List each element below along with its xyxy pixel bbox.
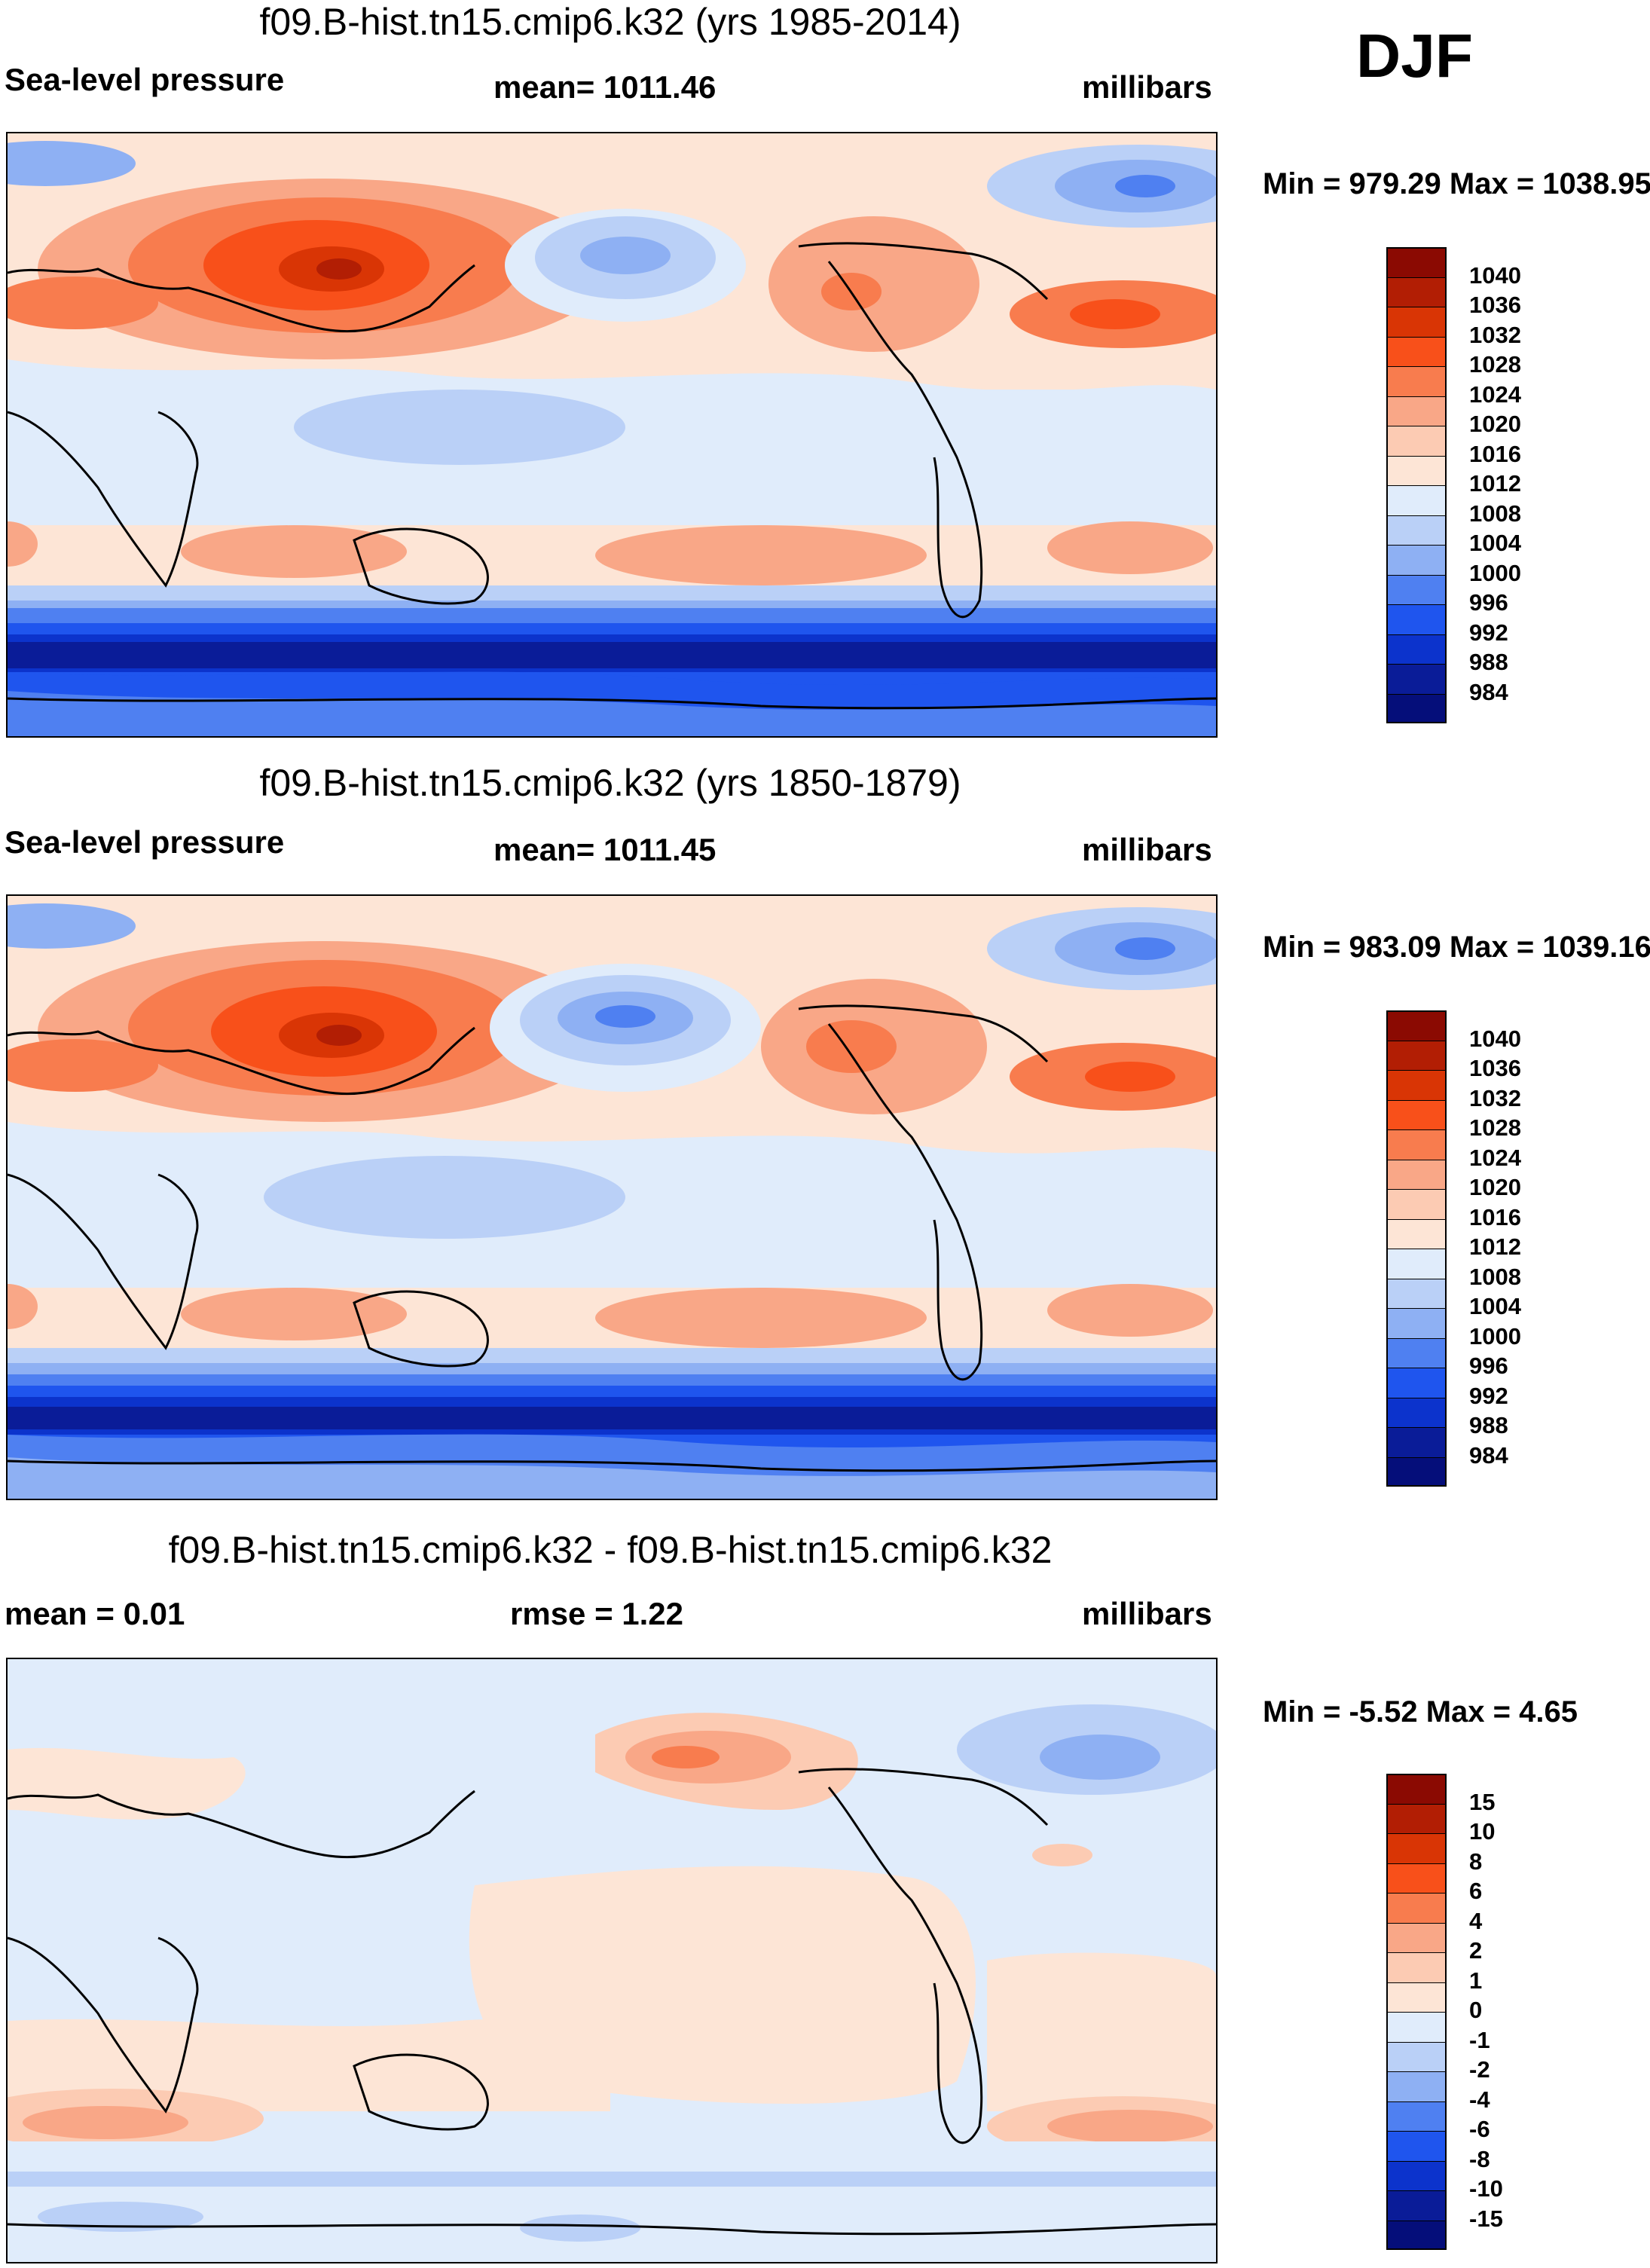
- cb2-label: 1016: [1469, 1204, 1521, 1230]
- cb1-label: 1012: [1469, 470, 1521, 497]
- panel-3-mean: mean = 0.01: [5, 1596, 185, 1631]
- panel-3-title: f09.B-hist.tn15.cmip6.k32 - f09.B-hist.t…: [168, 1529, 1053, 1571]
- panel-1-left-label: Sea-level pressure: [5, 62, 285, 97]
- panel-3-rmse: rmse = 1.22: [510, 1596, 684, 1631]
- panel-2-colorbar-frame: [1386, 1010, 1447, 1487]
- cb1-label: 1028: [1469, 351, 1521, 377]
- cb3-label: -4: [1469, 2086, 1490, 2113]
- season-label: DJF: [1356, 22, 1473, 90]
- panel-3-units: millibars: [1082, 1596, 1212, 1631]
- cb3-label: 0: [1469, 1997, 1483, 2023]
- panel-1-minmax: Min = 979.29 Max = 1038.95: [1263, 167, 1650, 200]
- panel-2-left-label: Sea-level pressure: [5, 824, 285, 860]
- cb1-label: 996: [1469, 589, 1508, 616]
- cb2-label: 1040: [1469, 1025, 1521, 1052]
- cb3-label: 6: [1469, 1878, 1483, 1904]
- cb3-label: -1: [1469, 2027, 1490, 2053]
- cb2-label: 984: [1469, 1442, 1508, 1469]
- panel-2-minmax: Min = 983.09 Max = 1039.16: [1263, 931, 1650, 964]
- cb2-label: 996: [1469, 1353, 1508, 1379]
- panel-1-colorbar: [1386, 247, 1447, 723]
- cb2-label: 1028: [1469, 1114, 1521, 1141]
- panel-1-mean: mean= 1011.46: [493, 69, 717, 105]
- cb2-label: 1000: [1469, 1323, 1521, 1349]
- cb2-label: 1008: [1469, 1264, 1521, 1290]
- panel-3-minmax: Min = -5.52 Max = 4.65: [1263, 1695, 1578, 1729]
- cb1-label: 992: [1469, 619, 1508, 646]
- cb1-label: 1004: [1469, 530, 1521, 556]
- cb1-label: 1016: [1469, 441, 1521, 467]
- panel-2-mean: mean= 1011.45: [493, 832, 717, 867]
- cb3-label: -10: [1469, 2175, 1503, 2202]
- cb3-label: -8: [1469, 2146, 1490, 2172]
- panel-1-colorbar-frame: [1386, 247, 1447, 723]
- cb3-label: 8: [1469, 1848, 1483, 1875]
- cb1-label: 1036: [1469, 292, 1521, 318]
- panel-2-map: [6, 894, 1218, 1500]
- panel-1-units: millibars: [1082, 69, 1212, 105]
- panel-1-map: [6, 132, 1218, 738]
- cb1-label: 1008: [1469, 500, 1521, 527]
- panel-2-colorbar: [1386, 1010, 1447, 1487]
- cb2-label: 1036: [1469, 1055, 1521, 1081]
- panel-1-title: f09.B-hist.tn15.cmip6.k32 (yrs 1985-2014…: [259, 1, 961, 43]
- cb2-label: 1032: [1469, 1085, 1521, 1111]
- cb1-label: 1040: [1469, 262, 1521, 289]
- panel-2-units: millibars: [1082, 832, 1212, 867]
- cb3-label: 15: [1469, 1789, 1496, 1815]
- panel-3-colorbar-frame: [1386, 1774, 1447, 2250]
- cb3-label: -15: [1469, 2205, 1503, 2232]
- cb3-label: -6: [1469, 2116, 1490, 2142]
- cb3-label: 4: [1469, 1908, 1483, 1934]
- cb1-label: 1032: [1469, 322, 1521, 348]
- cb3-label: -2: [1469, 2056, 1490, 2083]
- panel-2-title: f09.B-hist.tn15.cmip6.k32 (yrs 1850-1879…: [259, 762, 961, 804]
- cb2-label: 1024: [1469, 1145, 1521, 1171]
- cb2-label: 1012: [1469, 1233, 1521, 1260]
- cb2-label: 988: [1469, 1412, 1508, 1438]
- cb2-label: 992: [1469, 1383, 1508, 1409]
- cb2-label: 1004: [1469, 1293, 1521, 1319]
- cb1-label: 1020: [1469, 411, 1521, 437]
- cb1-label: 1000: [1469, 560, 1521, 586]
- cb3-label: 2: [1469, 1937, 1483, 1964]
- panel-3-map: [6, 1658, 1218, 2263]
- cb1-label: 1024: [1469, 381, 1521, 408]
- panel-3-colorbar: [1386, 1774, 1447, 2250]
- cb1-label: 984: [1469, 679, 1508, 705]
- cb3-label: 1: [1469, 1967, 1483, 1994]
- cb2-label: 1020: [1469, 1174, 1521, 1200]
- cb1-label: 988: [1469, 649, 1508, 675]
- cb3-label: 10: [1469, 1818, 1496, 1845]
